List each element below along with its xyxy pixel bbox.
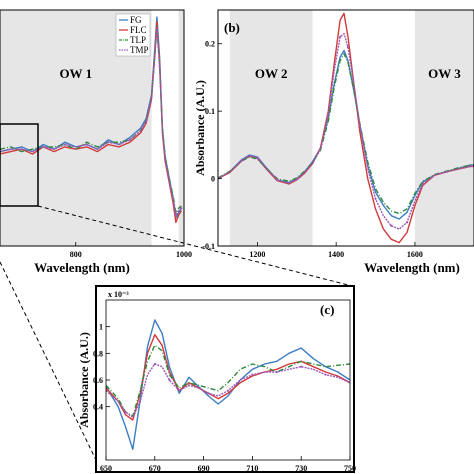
- y-tick-label: 0.4: [93, 403, 103, 412]
- series-marker-tmp: [207, 392, 210, 395]
- legend-box: [115, 13, 151, 57]
- series-marker-tmp: [421, 182, 424, 186]
- series-marker-tmp: [180, 207, 183, 210]
- y-tick-label: 0.6: [93, 376, 103, 385]
- panel-b-label: (b): [224, 20, 240, 35]
- zoom-connector-left: [0, 261, 97, 461]
- series-marker-tmp: [275, 370, 278, 374]
- panel-c-label: (c): [320, 302, 334, 317]
- panel-b-ylabel: Absorbance (A.U.): [193, 80, 207, 176]
- zoom-connector-right: [37, 205, 353, 287]
- series-marker-tmp: [226, 389, 230, 392]
- legend-entry: FLC: [130, 25, 147, 35]
- x-tick-label: 1000: [176, 250, 192, 259]
- region-label: OW 1: [59, 66, 92, 81]
- series-marker-tmp: [187, 384, 191, 387]
- series-marker-tmp: [128, 138, 131, 141]
- series-marker-tmp: [338, 35, 342, 39]
- x-tick-label: 710: [246, 464, 258, 473]
- legend-entry: TLP: [130, 35, 146, 45]
- panel-b-frame: [217, 9, 474, 247]
- y-tick-label: 0.2: [205, 40, 215, 49]
- series-marker-tmp: [445, 170, 448, 173]
- series-marker-tmp: [174, 214, 177, 217]
- series-marker-tmp: [168, 378, 171, 382]
- shaded-region: [178, 10, 184, 246]
- legend-entry: TMP: [130, 45, 149, 55]
- series-marker-tmp: [107, 141, 110, 144]
- series-marker-tmp: [311, 161, 314, 165]
- series-marker-tmp: [85, 143, 88, 146]
- x-tick-label: 670: [149, 464, 161, 473]
- series-line-tmp: [0, 28, 182, 217]
- panel-c-outer-frame: [95, 285, 355, 473]
- panel-b: OW 2 OW 3 1200 1400 1600 -0.1 0 0.1 0.2 (b) Abs…: [193, 9, 474, 275]
- series-line-flc: [106, 334, 350, 421]
- series-marker-tmp: [251, 373, 254, 376]
- series-marker-tmp: [327, 113, 330, 116]
- series-marker-tmp: [346, 45, 350, 49]
- x-tick-label: 730: [295, 464, 307, 473]
- series-marker-tmp: [42, 145, 45, 148]
- series-marker-tmp: [124, 410, 127, 414]
- series-line-fg: [106, 319, 350, 450]
- series-marker-tmp: [295, 178, 298, 181]
- series-line-tmp: [218, 32, 474, 230]
- y-tick-label: 0.1: [205, 107, 215, 116]
- panel-a-xlabel: Wavelength (nm): [34, 260, 130, 275]
- region-label: OW 2: [255, 66, 288, 81]
- series-marker-tmp: [20, 148, 23, 151]
- series-marker-tmp: [163, 157, 167, 160]
- y-tick-label: 1: [99, 323, 103, 332]
- series-marker-tmp: [374, 197, 377, 200]
- series-marker-tmp: [240, 159, 243, 162]
- series-marker-tmp: [324, 373, 327, 376]
- region-label: OW 3: [428, 66, 461, 81]
- shaded-region: [229, 10, 313, 246]
- series-marker-tmp: [169, 185, 172, 189]
- x-tick-label: 1400: [328, 250, 344, 259]
- x-tick-label: 690: [198, 464, 210, 473]
- series-marker-tmp: [63, 143, 67, 146]
- series-marker-tmp: [153, 63, 156, 66]
- series-marker-tmp: [300, 365, 303, 368]
- y-tick-label: -0.1: [202, 242, 215, 251]
- series-marker-tmp: [256, 156, 259, 159]
- y-tick-label: 0.8: [93, 349, 103, 358]
- panel-a-frame: [0, 9, 185, 247]
- legend-entry: FG: [130, 15, 142, 25]
- shaded-region: [414, 10, 474, 246]
- x-tick-label: 650: [100, 464, 112, 473]
- panel-b-xlabel: Wavelength (nm): [364, 260, 460, 275]
- series-marker-tmp: [153, 362, 156, 366]
- zoom-box: [0, 123, 39, 207]
- series-marker-tmp: [275, 178, 279, 182]
- y-tick-label: 0: [211, 175, 215, 184]
- panel-c-ylabel: Absorbance (A.U.): [77, 332, 91, 428]
- x-tick-label: 1200: [249, 250, 265, 259]
- panel-c-scale-note: x 10⁻³: [108, 290, 129, 299]
- series-marker-tmp: [145, 119, 148, 123]
- series-line-tlp: [218, 53, 474, 215]
- series-marker-tmp: [158, 65, 161, 68]
- x-tick-label: 750: [344, 464, 356, 473]
- series-marker-tmp: [468, 165, 472, 168]
- series-line-tlp: [106, 344, 350, 417]
- x-tick-label: 1600: [407, 250, 423, 259]
- series-marker-tmp: [139, 400, 142, 403]
- series-marker-tmp: [358, 123, 361, 126]
- series-marker-tmp: [405, 221, 409, 224]
- x-tick-label: 800: [70, 250, 82, 259]
- series-marker-tmp: [390, 224, 393, 227]
